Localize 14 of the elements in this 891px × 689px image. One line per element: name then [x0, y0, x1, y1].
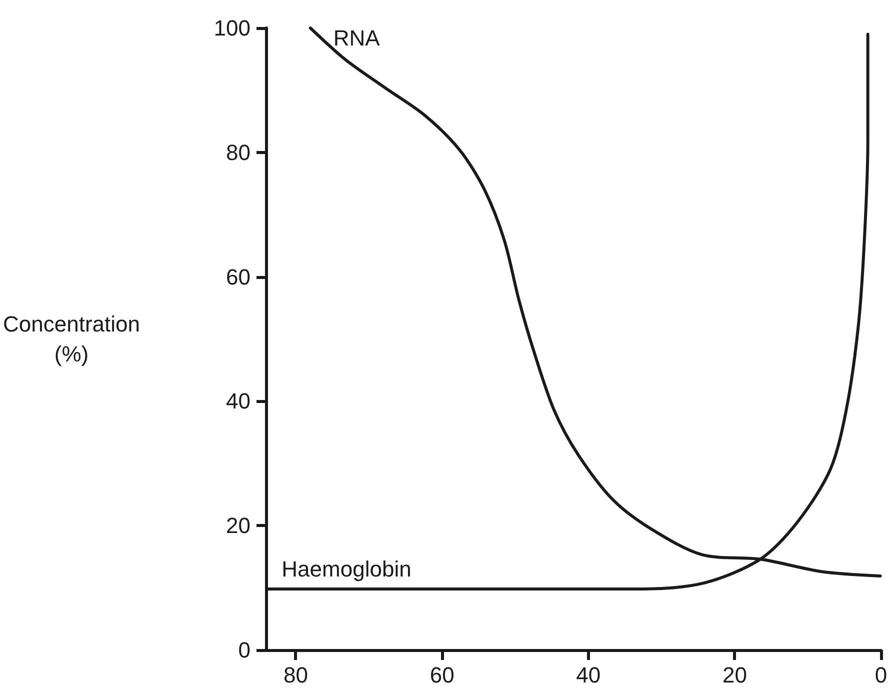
x-tick-label: 80 — [284, 662, 308, 688]
x-tick-label: 40 — [576, 662, 601, 688]
x-tick-label: 60 — [430, 662, 454, 688]
y-axis-title: Concentration (%) — [2, 312, 140, 366]
y-tick-label: 100 — [214, 16, 250, 40]
y-tick-label: 80 — [226, 140, 250, 165]
x-tick-label: 20 — [722, 662, 747, 688]
series-label: RNA — [333, 26, 380, 50]
x-tick-label: 0 — [874, 662, 888, 688]
series-label: Haemoglobin — [282, 556, 412, 582]
y-tick-label: 40 — [226, 388, 250, 414]
y-tick-label: 20 — [226, 513, 250, 538]
y-tick-label: 0 — [238, 638, 250, 662]
y-tick-label: 60 — [226, 264, 250, 290]
